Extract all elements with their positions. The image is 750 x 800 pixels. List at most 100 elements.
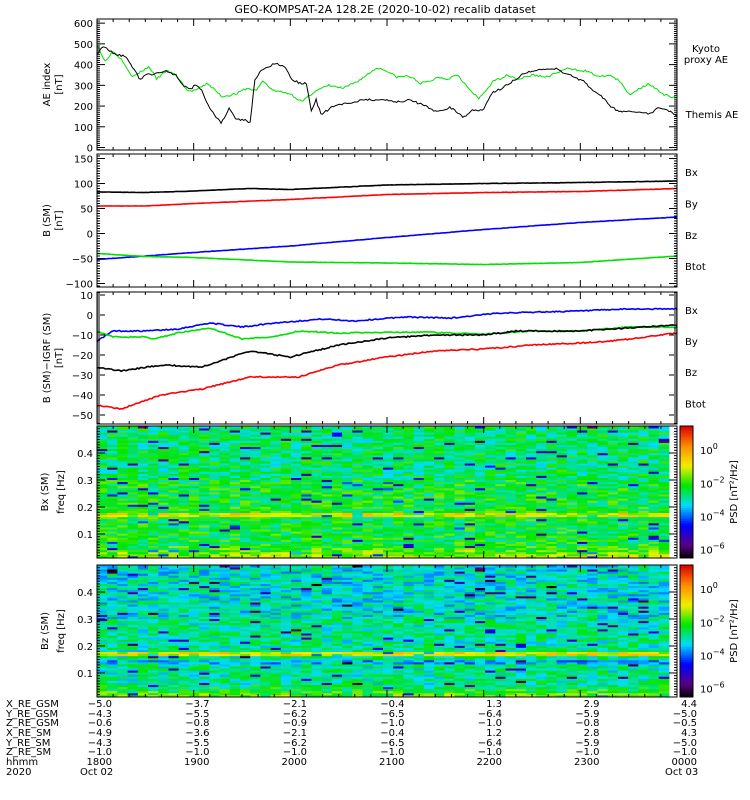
heatmap-cell [617, 471, 629, 474]
heatmap-cell [352, 510, 363, 514]
heatmap-cell [240, 549, 251, 553]
heatmap-cell [648, 549, 660, 553]
heatmap-cell [566, 516, 578, 520]
heatmap-cell [260, 426, 272, 429]
heatmap-cell [658, 469, 670, 472]
heatmap-cell [117, 535, 129, 538]
heatmap-cell [158, 602, 169, 605]
heatmap-cell [413, 487, 425, 491]
heatmap-cell [342, 498, 353, 501]
heatmap-cell [321, 510, 333, 514]
heatmap-cell [566, 555, 578, 559]
heatmap-cell [474, 448, 486, 452]
heatmap-cell [648, 436, 660, 439]
heatmap-cell [372, 459, 384, 462]
heatmap-cell [495, 496, 506, 499]
heatmap-cell [117, 678, 129, 681]
heatmap-cell [526, 518, 537, 522]
heatmap-cell [444, 473, 455, 476]
heatmap-cell [352, 508, 363, 511]
heatmap-cell [178, 506, 190, 509]
heatmap-cell [362, 459, 374, 462]
colorbar-cell [680, 459, 693, 462]
heatmap-cell [444, 436, 455, 439]
heatmap-cell [597, 428, 609, 431]
heatmap-cell [648, 475, 660, 478]
heatmap-cell [250, 442, 261, 445]
heatmap-cell [137, 487, 149, 491]
heatmap-cell [628, 459, 639, 462]
heatmap-cell [393, 525, 404, 528]
heatmap-cell [464, 463, 476, 466]
heatmap-cell [188, 539, 200, 542]
heatmap-cell [168, 694, 180, 698]
y-tick-label: −50 [72, 411, 93, 422]
heatmap-cell [515, 504, 527, 507]
heatmap-cell [168, 522, 180, 526]
heatmap-cell [454, 522, 466, 526]
heatmap-cell [546, 444, 558, 448]
heatmap-cell [158, 626, 169, 630]
heatmap-cell [127, 489, 139, 493]
heatmap-cell [158, 569, 169, 572]
heatmap-cell [178, 545, 190, 549]
heatmap-cell [536, 465, 547, 468]
heatmap-cell [158, 643, 169, 646]
heatmap-cell [362, 485, 374, 489]
heatmap-cell [434, 473, 445, 476]
heatmap-cell [362, 450, 374, 454]
heatmap-cell [617, 467, 629, 470]
heatmap-cell [301, 539, 312, 542]
heatmap-cell [117, 463, 129, 466]
heatmap-cell [178, 454, 190, 458]
heatmap-cell [362, 461, 374, 464]
heatmap-cell [188, 531, 200, 534]
heatmap-cell [495, 434, 506, 437]
heatmap-cell [444, 485, 455, 489]
heatmap-cell [127, 589, 139, 593]
heatmap-cell [372, 547, 384, 551]
heatmap-cell [607, 504, 619, 507]
heatmap-cell [362, 512, 374, 516]
heatmap-cell [107, 492, 118, 495]
heatmap-cell [97, 485, 108, 489]
heatmap-cell [178, 555, 190, 559]
heatmap-cell [97, 543, 108, 547]
heatmap-cell [597, 477, 609, 481]
heatmap-cell [648, 545, 660, 549]
heatmap-cell [342, 479, 353, 483]
heatmap-cell [577, 551, 588, 555]
heatmap-cell [168, 494, 180, 497]
heatmap-cell [229, 541, 241, 544]
heatmap-cell [301, 498, 312, 501]
heatmap-cell [464, 496, 476, 499]
heatmap-cell [97, 518, 108, 522]
heatmap-cell [127, 465, 139, 468]
heatmap-cell [556, 489, 568, 493]
heatmap-cell [617, 485, 629, 489]
heatmap-cell [158, 595, 169, 599]
heatmap-cell [260, 492, 272, 495]
heatmap-cell [331, 479, 343, 483]
heatmap-cell [454, 444, 466, 448]
heatmap-cell [393, 469, 404, 472]
heatmap-cell [536, 512, 547, 516]
heatmap-cell [607, 432, 619, 435]
heatmap-cell [229, 430, 241, 433]
heatmap-cell [199, 531, 210, 534]
heatmap-cell [148, 674, 159, 677]
heatmap-cell [485, 479, 496, 483]
heatmap-cell [372, 541, 384, 544]
heatmap-cell [638, 477, 649, 481]
heatmap-cell [97, 502, 108, 505]
heatmap-cell [597, 444, 609, 448]
heatmap-cell [556, 438, 568, 441]
heatmap-cell [168, 674, 180, 677]
heatmap-cell [168, 510, 180, 514]
heatmap-cell [597, 438, 609, 441]
heatmap-cell [372, 516, 384, 520]
heatmap-cell [413, 469, 425, 472]
series-line-bx [97, 307, 677, 343]
heatmap-cell [97, 573, 108, 576]
heatmap-cell [485, 426, 496, 429]
